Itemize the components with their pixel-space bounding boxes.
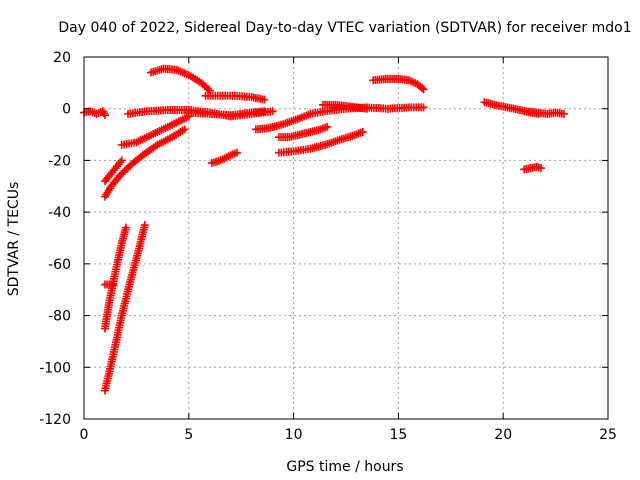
series-arc1 bbox=[80, 107, 109, 120]
series-arc18 bbox=[480, 98, 543, 118]
data-point bbox=[536, 164, 545, 173]
series-arc6 bbox=[100, 221, 149, 395]
series-layer bbox=[80, 64, 568, 395]
y-tick-labels: -120 -100 -80 -60 -40 -20 0 20 bbox=[39, 50, 71, 428]
x-tick-label: 15 bbox=[389, 427, 407, 443]
x-tick-label: 20 bbox=[494, 427, 512, 443]
data-point bbox=[362, 104, 371, 113]
data-point bbox=[323, 122, 332, 131]
y-tick-label: -120 bbox=[39, 412, 71, 428]
data-point bbox=[260, 95, 269, 104]
y-axis-title: SDTVAR / TECUs bbox=[6, 182, 22, 297]
series-arc14 bbox=[274, 122, 332, 142]
series-arc17 bbox=[369, 74, 428, 94]
tick-marks bbox=[83, 56, 609, 420]
y-tick-label: -20 bbox=[48, 153, 71, 169]
data-point bbox=[268, 107, 277, 116]
data-point bbox=[358, 127, 367, 136]
y-tick-label: 20 bbox=[53, 50, 71, 66]
series-arc4 bbox=[100, 223, 130, 333]
plot-frame bbox=[83, 56, 609, 420]
data-point bbox=[140, 221, 149, 230]
series-arc20 bbox=[520, 162, 545, 174]
x-tick-label: 25 bbox=[599, 427, 617, 443]
series-arc5 bbox=[100, 280, 118, 289]
data-point bbox=[419, 103, 428, 112]
data-point bbox=[117, 156, 126, 165]
y-tick-label: -40 bbox=[48, 205, 71, 221]
series-arc19 bbox=[520, 107, 568, 118]
data-point bbox=[260, 107, 269, 116]
series-arc3 bbox=[100, 125, 189, 201]
series-arc9 bbox=[147, 64, 214, 95]
x-axis-title: GPS time / hours bbox=[286, 459, 403, 475]
series-arc7 bbox=[117, 112, 193, 149]
data-point bbox=[180, 125, 189, 134]
x-tick-label: 10 bbox=[285, 427, 303, 443]
series-arc2 bbox=[100, 156, 126, 186]
series-arc15 bbox=[274, 127, 367, 157]
x-tick-label: 0 bbox=[80, 427, 89, 443]
y-tick-label: -100 bbox=[39, 360, 71, 376]
data-point bbox=[419, 85, 428, 94]
x-tick-labels: 0 5 10 15 20 25 bbox=[80, 427, 617, 443]
data-point bbox=[559, 109, 568, 118]
series-arc16 bbox=[318, 100, 371, 113]
series-arc10 bbox=[201, 91, 269, 104]
data-point bbox=[109, 280, 118, 289]
data-point bbox=[121, 223, 130, 232]
x-tick-label: 5 bbox=[184, 427, 193, 443]
y-tick-label: 0 bbox=[62, 102, 71, 118]
y-tick-label: -60 bbox=[48, 257, 71, 273]
data-point bbox=[100, 111, 109, 120]
chart-title: Day 040 of 2022, Sidereal Day-to-day VTE… bbox=[58, 20, 631, 36]
series-arc11 bbox=[184, 107, 269, 120]
data-point bbox=[204, 85, 213, 94]
y-tick-label: -80 bbox=[48, 309, 71, 325]
series-arc12 bbox=[207, 148, 242, 168]
data-point bbox=[233, 148, 242, 157]
data-point bbox=[417, 84, 426, 93]
